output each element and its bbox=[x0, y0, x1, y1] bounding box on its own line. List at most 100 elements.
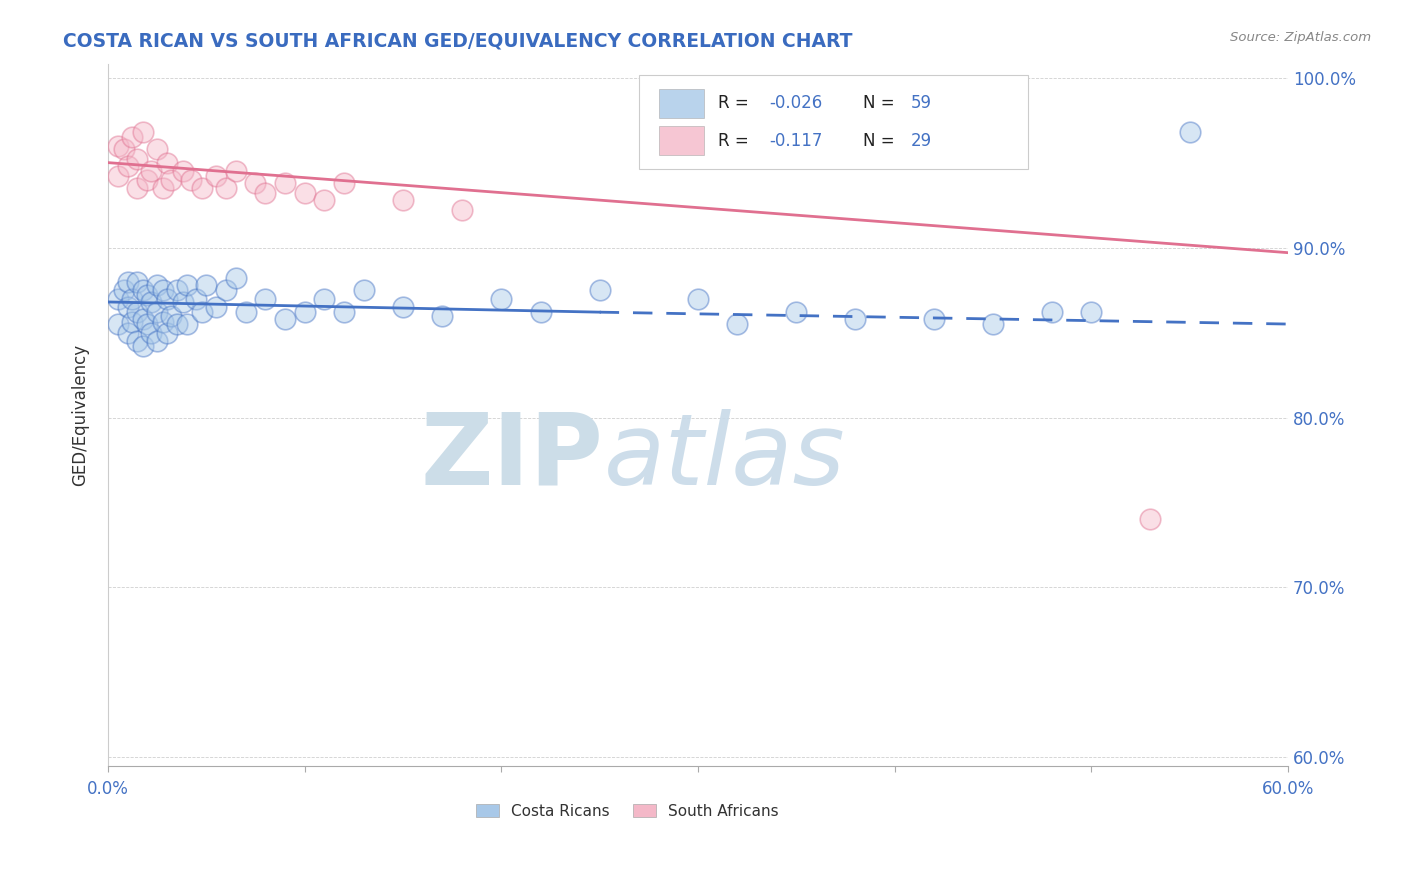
Point bbox=[127, 305, 149, 319]
Point bbox=[166, 317, 188, 331]
Point bbox=[254, 292, 277, 306]
Point bbox=[530, 305, 553, 319]
Text: atlas: atlas bbox=[603, 409, 845, 506]
Text: R =: R = bbox=[718, 131, 754, 150]
Point bbox=[132, 339, 155, 353]
Point bbox=[274, 312, 297, 326]
Text: -0.117: -0.117 bbox=[769, 131, 823, 150]
Point bbox=[333, 176, 356, 190]
Text: R =: R = bbox=[718, 95, 754, 112]
Point bbox=[205, 300, 228, 314]
Point bbox=[235, 305, 257, 319]
Point bbox=[225, 271, 247, 285]
Point bbox=[686, 292, 709, 306]
Point bbox=[294, 305, 316, 319]
Point bbox=[156, 326, 179, 340]
Point bbox=[176, 317, 198, 331]
Point bbox=[156, 292, 179, 306]
Point bbox=[1040, 305, 1063, 319]
Point bbox=[127, 334, 149, 348]
Text: ZIP: ZIP bbox=[420, 409, 603, 506]
Point bbox=[152, 181, 174, 195]
Point bbox=[166, 283, 188, 297]
Point bbox=[314, 193, 336, 207]
Point bbox=[146, 277, 169, 292]
Point bbox=[141, 295, 163, 310]
Point bbox=[1080, 305, 1102, 319]
Point bbox=[922, 312, 945, 326]
Point bbox=[725, 317, 748, 331]
Point bbox=[215, 181, 238, 195]
Point bbox=[254, 186, 277, 201]
Point bbox=[180, 172, 202, 186]
Point bbox=[981, 317, 1004, 331]
Point bbox=[191, 305, 214, 319]
Point bbox=[107, 138, 129, 153]
Point bbox=[117, 159, 139, 173]
Y-axis label: GED/Equivalency: GED/Equivalency bbox=[72, 344, 89, 486]
Point bbox=[152, 315, 174, 329]
Point bbox=[160, 172, 183, 186]
Point bbox=[588, 283, 610, 297]
Point bbox=[112, 142, 135, 156]
Point bbox=[146, 142, 169, 156]
Point bbox=[491, 292, 513, 306]
Point bbox=[121, 130, 143, 145]
Point bbox=[172, 164, 194, 178]
Point bbox=[191, 181, 214, 195]
Point bbox=[127, 152, 149, 166]
Point bbox=[205, 169, 228, 184]
Point bbox=[1178, 125, 1201, 139]
Point bbox=[152, 283, 174, 297]
Point bbox=[107, 317, 129, 331]
Point bbox=[146, 334, 169, 348]
Point bbox=[451, 203, 474, 218]
Point bbox=[117, 300, 139, 314]
Point bbox=[274, 176, 297, 190]
Point bbox=[127, 181, 149, 195]
Text: N =: N = bbox=[863, 131, 900, 150]
Point bbox=[844, 312, 866, 326]
Point bbox=[160, 309, 183, 323]
Point bbox=[141, 164, 163, 178]
Point bbox=[132, 312, 155, 326]
Point bbox=[136, 172, 159, 186]
Point bbox=[195, 277, 218, 292]
Point bbox=[132, 125, 155, 139]
FancyBboxPatch shape bbox=[638, 75, 1028, 169]
Point bbox=[117, 275, 139, 289]
Text: N =: N = bbox=[863, 95, 900, 112]
Point bbox=[314, 292, 336, 306]
Point bbox=[136, 317, 159, 331]
Legend: Costa Ricans, South Africans: Costa Ricans, South Africans bbox=[470, 797, 785, 825]
Point bbox=[785, 305, 807, 319]
Point bbox=[112, 283, 135, 297]
Point bbox=[146, 305, 169, 319]
Point bbox=[245, 176, 267, 190]
Point bbox=[136, 288, 159, 302]
Text: 29: 29 bbox=[911, 131, 932, 150]
Point bbox=[353, 283, 375, 297]
Point bbox=[121, 315, 143, 329]
Point bbox=[107, 169, 129, 184]
Point bbox=[1139, 512, 1161, 526]
Point bbox=[392, 300, 415, 314]
Point bbox=[215, 283, 238, 297]
Text: COSTA RICAN VS SOUTH AFRICAN GED/EQUIVALENCY CORRELATION CHART: COSTA RICAN VS SOUTH AFRICAN GED/EQUIVAL… bbox=[63, 31, 853, 50]
Text: Source: ZipAtlas.com: Source: ZipAtlas.com bbox=[1230, 31, 1371, 45]
Bar bbox=[659, 88, 704, 118]
Point bbox=[225, 164, 247, 178]
Point bbox=[333, 305, 356, 319]
Text: -0.026: -0.026 bbox=[769, 95, 823, 112]
Point bbox=[294, 186, 316, 201]
Point bbox=[647, 135, 669, 149]
Point bbox=[141, 326, 163, 340]
Point bbox=[186, 292, 208, 306]
Point bbox=[156, 155, 179, 169]
Text: 59: 59 bbox=[911, 95, 931, 112]
Point bbox=[121, 292, 143, 306]
Point bbox=[432, 309, 454, 323]
Bar bbox=[659, 126, 704, 155]
Point bbox=[107, 292, 129, 306]
Point bbox=[117, 326, 139, 340]
